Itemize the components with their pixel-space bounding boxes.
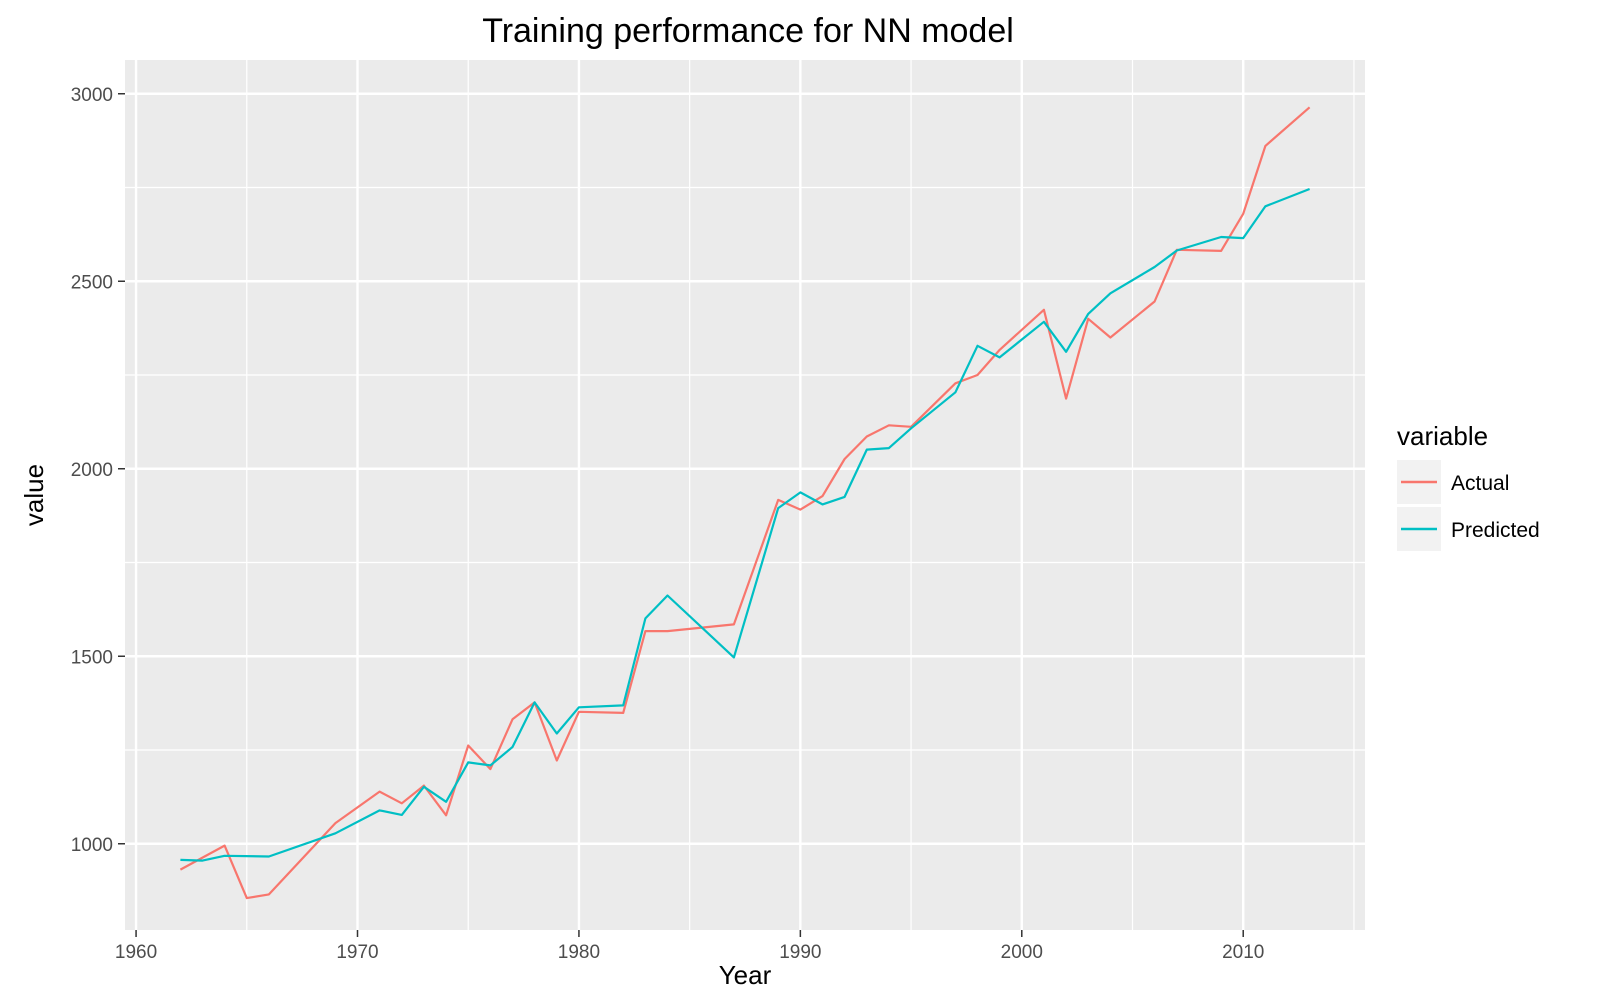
chart-title: Training performance for NN model xyxy=(482,12,1014,50)
x-tick-label-0: 1960 xyxy=(115,942,157,963)
legend-label-actual: Actual xyxy=(1451,472,1509,495)
x-tick-label-4: 2000 xyxy=(1001,942,1043,963)
x-tick-label-2: 1980 xyxy=(558,942,600,963)
series-line-actual xyxy=(179,106,1311,900)
y-tick-label-0: 1000 xyxy=(71,835,113,856)
legend-label-predicted: Predicted xyxy=(1451,519,1540,542)
x-axis-title: Year xyxy=(719,960,772,990)
y-tick-label-2: 2000 xyxy=(71,460,113,481)
y-axis-title: value xyxy=(19,464,49,526)
legend: variable Actual Predicted xyxy=(1397,421,1540,551)
x-tick-label-5: 2010 xyxy=(1222,942,1264,963)
x-tick-label-1: 1970 xyxy=(336,942,378,963)
y-tick-label-4: 3000 xyxy=(71,85,113,106)
x-tick-label-3: 1990 xyxy=(779,942,821,963)
x-axis: 1960 1970 1980 1990 2000 2010 xyxy=(115,930,1264,963)
y-tick-label-1: 1500 xyxy=(71,647,113,668)
grid-major xyxy=(125,60,1365,930)
legend-title: variable xyxy=(1397,421,1488,451)
y-tick-label-3: 2500 xyxy=(71,272,113,293)
series-line-predicted xyxy=(180,187,1311,862)
series-lines xyxy=(179,106,1311,900)
grid-minor xyxy=(125,60,1365,930)
y-axis: 1000 1500 2000 2500 3000 xyxy=(71,85,125,856)
plot-panel xyxy=(125,60,1365,930)
